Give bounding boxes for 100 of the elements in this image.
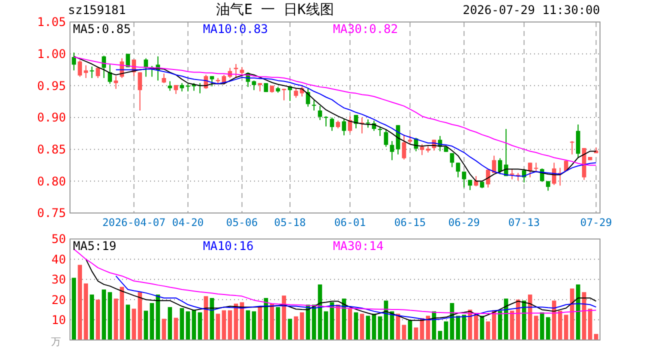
bar bbox=[534, 316, 538, 340]
bar bbox=[372, 314, 376, 340]
y-tick-label: 20 bbox=[52, 292, 66, 307]
candlestick bbox=[498, 158, 502, 175]
text: 2026-07-29 11:30:00 bbox=[462, 3, 600, 17]
bar bbox=[150, 303, 154, 340]
candlestick bbox=[510, 168, 514, 180]
line-series bbox=[73, 248, 597, 314]
bar bbox=[414, 327, 418, 340]
bar bbox=[126, 304, 130, 340]
bar bbox=[156, 294, 160, 340]
bar bbox=[402, 324, 406, 340]
y-tick-label: 0.85 bbox=[37, 142, 66, 157]
y-tick-label: 1.05 bbox=[37, 15, 66, 30]
bar bbox=[174, 318, 178, 340]
text: MA30:14 bbox=[333, 239, 384, 253]
candlestick bbox=[402, 134, 406, 160]
series-label: MA5:19 bbox=[73, 239, 116, 253]
bar bbox=[246, 310, 250, 340]
candlestick bbox=[546, 180, 550, 192]
candlestick bbox=[456, 162, 460, 178]
candlestick bbox=[96, 66, 100, 79]
y-tick-label: 10 bbox=[52, 313, 66, 327]
bar bbox=[138, 292, 142, 340]
bar bbox=[120, 286, 124, 340]
candlestick bbox=[342, 118, 346, 136]
candlestick bbox=[324, 116, 328, 127]
x-tick-label: 07-29 bbox=[580, 217, 612, 229]
bar bbox=[354, 312, 358, 340]
bar bbox=[588, 308, 592, 340]
candlestick bbox=[318, 106, 322, 121]
y-tick-label: 30 bbox=[52, 272, 66, 287]
bar bbox=[180, 308, 184, 340]
candlestick bbox=[252, 80, 256, 91]
candlestick bbox=[570, 140, 574, 155]
candlestick bbox=[384, 129, 388, 148]
candlestick bbox=[378, 126, 382, 136]
chart-title: 油气E 一 日K线图 bbox=[216, 2, 334, 18]
bar bbox=[204, 296, 208, 340]
bar bbox=[366, 316, 370, 340]
line-series bbox=[115, 275, 597, 320]
text: MA10:16 bbox=[203, 239, 254, 253]
candlestick bbox=[114, 76, 118, 90]
bar bbox=[72, 278, 76, 340]
line-series bbox=[85, 258, 597, 321]
bar bbox=[276, 307, 280, 340]
bar bbox=[210, 298, 214, 340]
bar bbox=[168, 307, 172, 340]
y-tick-label: 1.00 bbox=[37, 47, 66, 62]
candlestick bbox=[162, 73, 166, 84]
bar bbox=[546, 317, 550, 340]
y-axis-title: 万 bbox=[51, 337, 61, 348]
candlestick bbox=[78, 60, 82, 78]
bar bbox=[162, 318, 166, 340]
x-tick-label: 05-18 bbox=[274, 217, 306, 229]
x-tick-label: 06-15 bbox=[394, 217, 426, 229]
x-tick-label: 07-13 bbox=[508, 217, 540, 229]
x-tick-label: 2026-04-07 bbox=[102, 217, 166, 229]
candlestick bbox=[576, 124, 580, 159]
x-tick-label: 06-01 bbox=[334, 217, 366, 229]
y-tick-label: 40 bbox=[52, 252, 66, 266]
candlestick bbox=[450, 152, 454, 168]
bar bbox=[114, 298, 118, 340]
y-tick-label: 0.90 bbox=[37, 110, 66, 125]
y-tick-label: 0.75 bbox=[37, 206, 66, 220]
bar bbox=[102, 290, 106, 340]
candlestick bbox=[330, 117, 334, 132]
bar bbox=[324, 311, 328, 340]
bar bbox=[186, 311, 190, 340]
candlestick bbox=[210, 76, 214, 87]
x-tick-label: 06-29 bbox=[448, 217, 480, 229]
bar bbox=[558, 310, 562, 340]
chart-subtitle: sz159181 bbox=[68, 3, 126, 17]
text: MA30:0.82 bbox=[333, 22, 398, 36]
candlestick bbox=[528, 162, 532, 178]
bar bbox=[564, 314, 568, 340]
y-tick-label: 0.80 bbox=[37, 174, 66, 188]
candlestick bbox=[168, 80, 172, 92]
bar bbox=[498, 310, 502, 340]
text: MA10:0.83 bbox=[203, 22, 268, 36]
bar bbox=[348, 308, 352, 340]
bar bbox=[258, 307, 262, 340]
bar bbox=[510, 310, 514, 340]
bar bbox=[486, 321, 490, 340]
y-tick-label: 0.95 bbox=[37, 78, 66, 93]
bar bbox=[252, 311, 256, 340]
bar bbox=[96, 300, 100, 340]
series-label: MA5:0.85 bbox=[73, 22, 131, 36]
bar bbox=[78, 264, 82, 340]
bar bbox=[288, 318, 292, 340]
bar bbox=[84, 283, 88, 340]
candlestick bbox=[390, 140, 394, 161]
candlestick bbox=[84, 64, 88, 79]
bar bbox=[228, 310, 232, 340]
x-tick-label: 05-06 bbox=[226, 217, 258, 229]
bar bbox=[90, 294, 94, 340]
bar bbox=[144, 310, 148, 340]
bar bbox=[192, 310, 196, 340]
y-tick-label: 50 bbox=[52, 232, 66, 246]
candlestick bbox=[90, 66, 94, 79]
